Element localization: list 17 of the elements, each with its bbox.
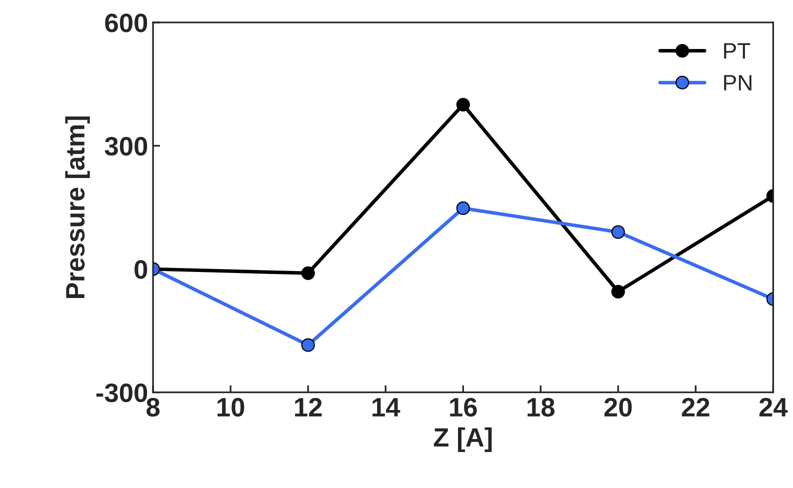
x-axis-title: Z [A] xyxy=(434,427,492,452)
y-tick-label: 0 xyxy=(134,260,148,279)
legend-label: PT xyxy=(724,43,750,59)
x-tick-label: 10 xyxy=(218,398,244,417)
x-tick-label: 8 xyxy=(146,398,160,417)
x-tick-label: 16 xyxy=(450,398,477,417)
x-tick-label: 22 xyxy=(682,398,710,416)
x-tick-label: 12 xyxy=(295,398,322,416)
y-tick-label: -300 xyxy=(96,383,148,402)
x-tick-label: 18 xyxy=(528,398,554,417)
y-tick-label: 300 xyxy=(104,136,148,156)
x-tick-label: 20 xyxy=(604,398,632,417)
y-axis-title: Pressure [atm] xyxy=(65,116,90,298)
x-tick-label: 14 xyxy=(372,398,400,416)
x-tick-label: 24 xyxy=(759,398,788,416)
y-tick-label: 600 xyxy=(105,14,148,32)
legend-label: PN xyxy=(724,75,752,90)
